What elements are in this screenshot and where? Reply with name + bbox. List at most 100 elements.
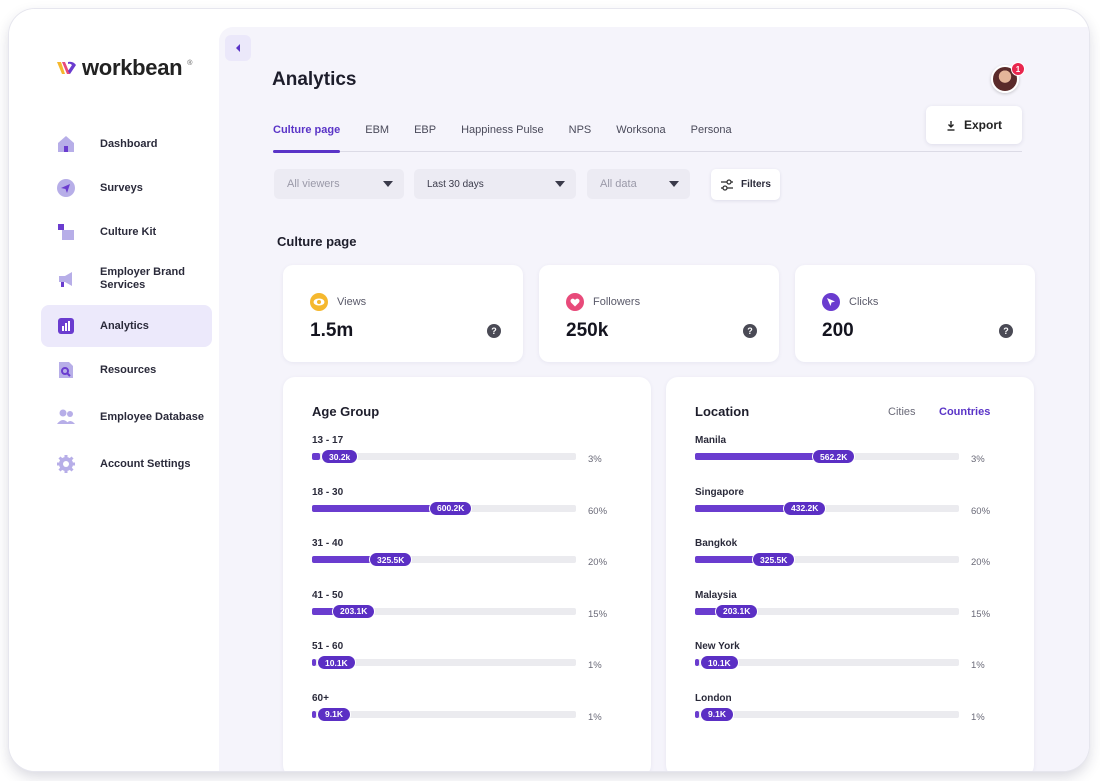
bar-track: 30.2k <box>312 449 576 464</box>
sidebar-item-account-settings[interactable]: Account Settings <box>41 443 212 485</box>
sidebar-item-label: Dashboard <box>100 137 158 150</box>
filters-button[interactable]: Filters <box>711 169 780 200</box>
bar-row: New York 10.1K 1% <box>695 641 1005 693</box>
bar-row: 18 - 30 600.2K 60% <box>312 487 622 539</box>
tab-ebm[interactable]: EBM <box>365 124 390 136</box>
caret-down-icon <box>555 181 565 187</box>
bar-row: Manila 562.2K 3% <box>695 435 1005 487</box>
data-dropdown-value: All data <box>600 178 637 190</box>
sidebar-item-dashboard[interactable]: Dashboard <box>41 123 212 165</box>
bar-percent: 60% <box>971 505 991 517</box>
location-title: Location <box>695 404 750 419</box>
tab-nps[interactable]: NPS <box>568 124 592 136</box>
help-icon[interactable]: ? <box>999 324 1013 338</box>
send-icon <box>56 178 76 198</box>
viewers-dropdown[interactable]: All viewers <box>274 169 404 199</box>
bar-track: 325.5K <box>695 552 959 567</box>
bar-percent: 3% <box>971 454 985 465</box>
sidebar-item-analytics[interactable]: Analytics <box>41 305 212 347</box>
tab-worksona[interactable]: Worksona <box>616 124 666 136</box>
sidebar-item-resources[interactable]: Resources <box>41 349 212 391</box>
toggle-countries[interactable]: Countries <box>939 406 991 418</box>
heart-icon <box>566 293 584 311</box>
caret-left-icon <box>236 44 240 52</box>
cursor-icon <box>822 293 840 311</box>
bar-label: Manila <box>695 435 727 446</box>
sidebar-item-label: Surveys <box>100 181 143 194</box>
bar-track: 325.5K <box>312 552 576 567</box>
gear-icon <box>56 454 76 474</box>
bar-fill <box>695 504 824 512</box>
filters-label: Filters <box>740 179 771 190</box>
bar-value-pill: 9.1K <box>317 706 351 722</box>
bar-value-pill: 203.1K <box>715 603 759 619</box>
sidebar-item-employee-database[interactable]: Employee Database <box>41 393 212 441</box>
bar-label: 60+ <box>312 692 329 704</box>
data-dropdown[interactable]: All data <box>587 169 690 199</box>
tab-culture-page[interactable]: Culture page <box>273 114 341 153</box>
bar-track: 203.1K <box>312 603 576 619</box>
collapse-sidebar-button[interactable] <box>225 35 251 61</box>
download-icon <box>947 120 955 131</box>
bar-value-pill: 10.1K <box>317 655 356 670</box>
stat-label: Clicks <box>849 296 879 308</box>
bar-value-pill: 562.2K <box>812 449 856 464</box>
bar-fill <box>695 556 793 563</box>
age-group-title: Age Group <box>312 404 380 419</box>
tab-ebp[interactable]: EBP <box>414 124 437 136</box>
bar-row: Malaysia 203.1K 15% <box>695 590 1005 642</box>
bar-row: 41 - 50 203.1K 15% <box>312 590 622 642</box>
bar-track: 9.1K <box>312 706 576 722</box>
bar-fill <box>695 453 853 460</box>
export-label: Export <box>963 118 1002 132</box>
bar-percent: 60% <box>588 505 608 517</box>
help-icon[interactable]: ? <box>487 324 501 338</box>
bar-row: Bangkok 325.5K 20% <box>695 538 1005 590</box>
app-window: workbean ® Dashboard Surveys Culture <box>9 9 1089 771</box>
bar-value-pill: 600.2K <box>429 500 473 516</box>
toggle-cities[interactable]: Cities <box>888 406 916 418</box>
bar-label: London <box>695 692 732 704</box>
tab-happiness-pulse[interactable]: Happiness Pulse <box>461 124 544 136</box>
caret-down-icon <box>383 181 393 187</box>
brand-name: workbean <box>82 55 183 80</box>
period-dropdown[interactable]: Last 30 days <box>414 169 576 199</box>
tab-bar: Culture page EBM EBP Happiness Pulse NPS… <box>273 114 1022 153</box>
workbean-logo[interactable]: workbean ® <box>56 55 192 81</box>
bar-value-pill: 30.2k <box>321 449 359 464</box>
bar-percent: 1% <box>588 660 602 671</box>
bar-percent: 1% <box>971 711 985 723</box>
bar-fill <box>312 659 316 666</box>
sidebar-item-surveys[interactable]: Surveys <box>41 167 212 209</box>
bar-row: Singapore 432.2K 60% <box>695 487 1005 539</box>
bar-value-pill: 432.2K <box>783 500 827 516</box>
location-rows: Manila 562.2K 3% Singapore 432.2K 60% Bangkok 3… <box>695 435 1005 744</box>
stat-value: 250k <box>566 320 609 341</box>
page-title: Analytics <box>272 69 357 90</box>
notification-badge: 1 <box>1011 62 1025 76</box>
bar-fill <box>312 453 320 460</box>
bar-label: Bangkok <box>695 538 738 549</box>
bar-label: 13 - 17 <box>312 435 344 446</box>
bar-value-pill: 203.1K <box>332 603 376 619</box>
age-group-rows: 13 - 17 30.2k 3% 18 - 30 600.2K 60% 31 - 40 325… <box>312 435 622 744</box>
bar-label: New York <box>695 641 740 652</box>
bar-row: 60+ 9.1K 1% <box>312 693 622 745</box>
help-icon[interactable]: ? <box>743 324 757 338</box>
bar-label: 41 - 50 <box>312 589 344 601</box>
sidebar-item-label: Account Settings <box>100 457 191 470</box>
tab-persona[interactable]: Persona <box>690 124 732 136</box>
bar-percent: 15% <box>971 608 991 620</box>
eye-icon <box>310 293 328 311</box>
sidebar: workbean ® Dashboard Surveys Culture <box>9 9 219 771</box>
sidebar-item-employer-brand-services[interactable]: Employer Brand Services <box>41 255 212 303</box>
bar-label: Malaysia <box>695 589 737 601</box>
bar-percent: 15% <box>588 608 608 620</box>
bar-fill <box>695 659 699 666</box>
export-button[interactable]: Export <box>926 106 1022 144</box>
sidebar-item-culture-kit[interactable]: Culture Kit <box>41 211 212 253</box>
sidebar-item-label: Analytics <box>100 319 149 332</box>
followers-card: Followers 250k ? <box>539 265 779 362</box>
workbean-logo-icon <box>57 61 76 74</box>
bar-track: 9.1K <box>695 706 959 722</box>
